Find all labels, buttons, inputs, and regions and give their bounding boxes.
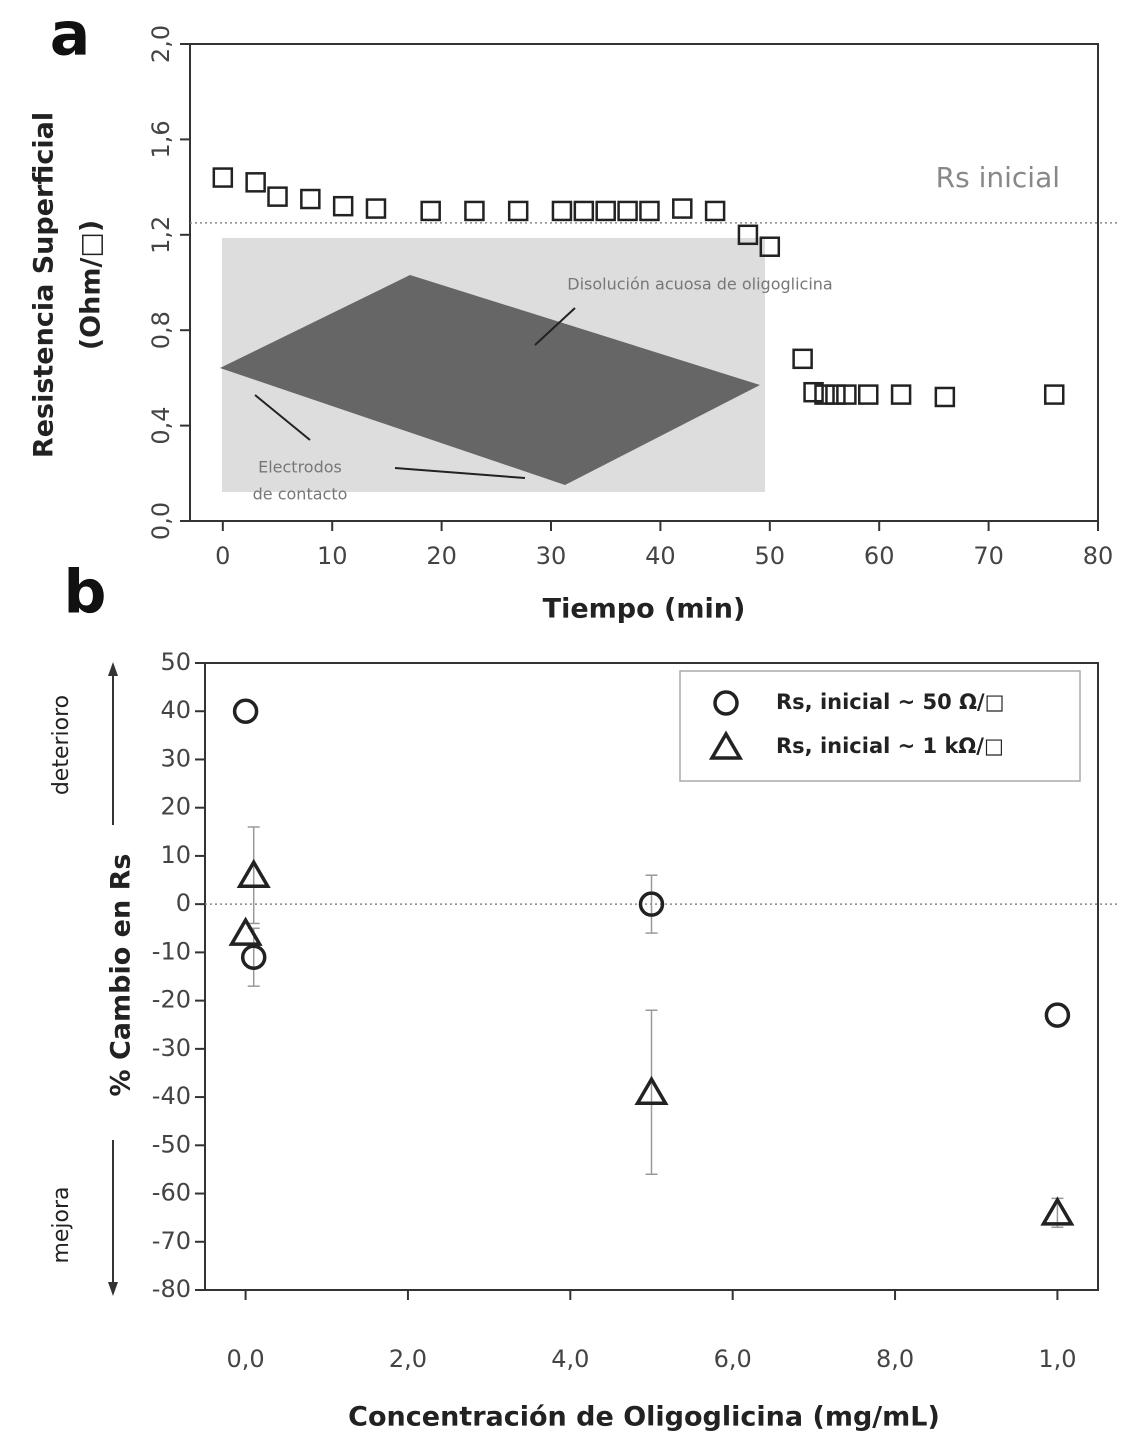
x-tick-label: 60 — [864, 542, 895, 570]
y-tick-label: 40 — [160, 696, 191, 724]
y-tick-label: -80 — [152, 1275, 191, 1303]
marker — [639, 200, 660, 222]
y-tick-label: 0,4 — [147, 407, 175, 445]
x-tick-label: 70 — [973, 542, 1004, 570]
marker — [212, 167, 234, 188]
marker — [704, 200, 726, 222]
reference-label: Rs inicial — [936, 161, 1060, 194]
y-axis-title: Resistencia Superficial — [29, 112, 60, 458]
side-arrowhead — [108, 662, 118, 676]
y-tick-label: 0,8 — [147, 311, 175, 349]
marker — [638, 891, 665, 917]
marker — [814, 384, 835, 405]
y-tick-label: -50 — [152, 1130, 191, 1158]
plot-frame — [204, 662, 1099, 1291]
legend-marker — [713, 690, 739, 716]
marker — [236, 858, 271, 888]
marker — [595, 200, 616, 222]
marker — [836, 384, 857, 405]
inset-arrow — [394, 467, 526, 479]
plot-frame — [189, 43, 1099, 522]
x-axis-title: Concentración de Oligoglicina (mg/mL) — [348, 1402, 940, 1433]
y-tick-label: -60 — [152, 1179, 191, 1207]
inset-label: Electrodos — [258, 458, 342, 477]
marker — [245, 172, 266, 193]
y-tick-label: 2,0 — [147, 25, 175, 63]
y-tick-label: 10 — [160, 841, 191, 869]
y-tick-label: 0 — [176, 889, 191, 917]
legend-marker — [708, 730, 744, 760]
y-tick-label: -70 — [152, 1227, 191, 1255]
x-axis-title: Tiempo (min) — [543, 594, 746, 625]
marker — [934, 386, 956, 408]
inset-arrow — [254, 394, 311, 441]
side-label: deterioro — [49, 695, 74, 795]
x-tick-label: 20 — [426, 542, 457, 570]
x-tick-label: 0 — [215, 542, 230, 570]
y-tick-label: 50 — [160, 648, 191, 676]
inset-film — [220, 275, 760, 485]
marker — [507, 200, 529, 222]
legend-label: Rs, inicial ~ 1 kΩ/□ — [776, 734, 1004, 758]
panel-letter: a — [50, 0, 91, 70]
marker — [1043, 384, 1065, 405]
marker — [737, 224, 759, 246]
side-label: mejora — [49, 1186, 74, 1263]
x-tick-label: 8,0 — [876, 1345, 914, 1373]
y-tick-label: -20 — [152, 986, 191, 1014]
marker — [1044, 1002, 1071, 1028]
marker — [634, 1075, 669, 1106]
x-tick-label: 6,0 — [714, 1345, 752, 1373]
y-axis-title: (Ohm/□) — [76, 220, 107, 350]
x-tick-label: 0,0 — [227, 1345, 265, 1373]
y-tick-label: -10 — [152, 937, 191, 965]
marker — [792, 348, 813, 370]
x-tick-label: 40 — [645, 542, 676, 570]
y-tick-label: 30 — [160, 744, 191, 772]
y-tick-label: 20 — [160, 793, 191, 821]
y-tick-label: 0,0 — [147, 502, 175, 540]
x-tick-label: 2,0 — [389, 1345, 427, 1373]
x-tick-label: 10 — [317, 542, 348, 570]
y-axis-title: % Cambio en Rs — [106, 854, 137, 1097]
x-tick-label: 50 — [755, 542, 786, 570]
marker — [420, 200, 441, 222]
inset-label: de contacto — [253, 485, 348, 504]
inset-arrow — [534, 307, 576, 346]
legend-box — [679, 670, 1081, 782]
marker — [672, 198, 693, 219]
marker — [551, 200, 573, 222]
marker — [228, 916, 263, 946]
y-tick-label: 1,2 — [147, 216, 175, 254]
marker — [464, 200, 485, 222]
marker — [1040, 1196, 1075, 1226]
marker — [332, 195, 354, 217]
marker — [573, 200, 595, 222]
x-tick-label: 80 — [1083, 542, 1114, 570]
x-tick-label: 1,0 — [1038, 1345, 1076, 1373]
marker — [365, 198, 387, 219]
marker — [759, 236, 781, 257]
marker — [617, 200, 638, 222]
y-tick-label: 1,6 — [147, 120, 175, 158]
inset-label: Disolución acuosa de oligoglicina — [567, 275, 832, 294]
panel-letter: b — [64, 558, 107, 628]
marker — [240, 944, 267, 970]
marker — [890, 384, 912, 405]
marker — [825, 384, 846, 405]
y-tick-label: -40 — [152, 1082, 191, 1110]
marker — [300, 188, 321, 210]
side-arrowhead — [108, 1282, 118, 1296]
x-tick-label: 30 — [536, 542, 567, 570]
legend-label: Rs, inicial ~ 50 Ω/□ — [776, 690, 1004, 714]
marker — [858, 384, 879, 405]
y-tick-label: -30 — [152, 1034, 191, 1062]
marker — [267, 186, 288, 207]
x-tick-label: 4,0 — [551, 1345, 589, 1373]
marker — [803, 381, 824, 403]
marker — [232, 698, 259, 724]
